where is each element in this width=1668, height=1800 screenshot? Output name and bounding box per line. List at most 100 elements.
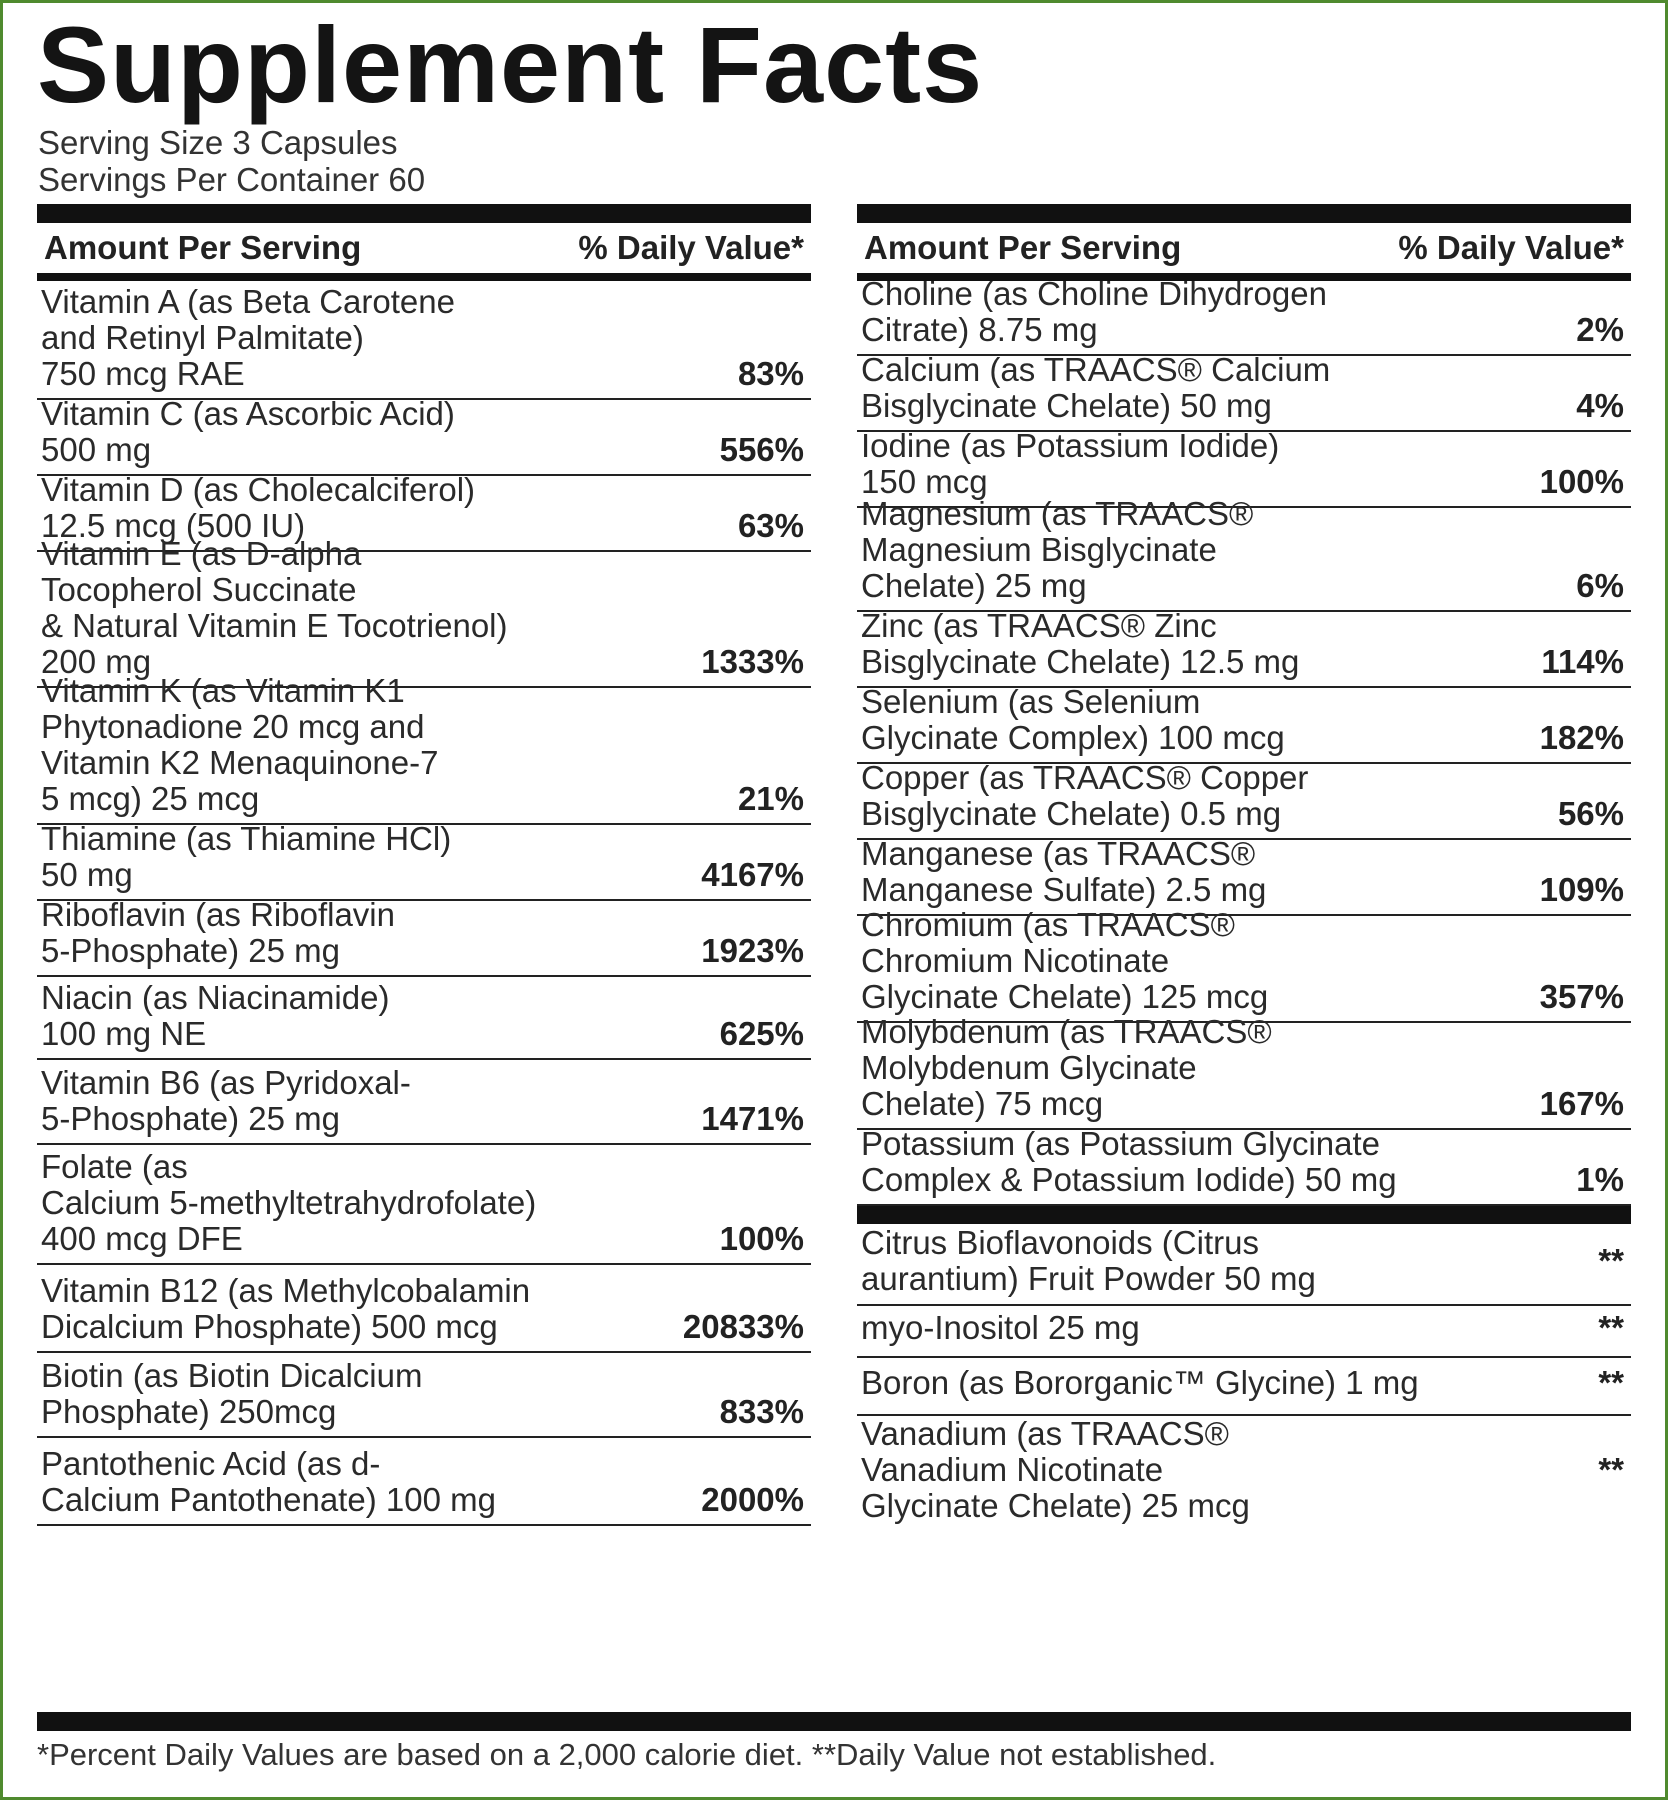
nutrient-row: Vitamin D (as Cholecalciferol) 12.5 mcg … xyxy=(37,472,811,552)
nutrient-row: Niacin (as Niacinamide) 100 mg NE 625% xyxy=(37,977,811,1060)
nutrient-name: Potassium (as Potassium Glycinate Comple… xyxy=(861,1125,1397,1198)
nutrient-row: Potassium (as Potassium Glycinate Comple… xyxy=(857,1126,1631,1206)
nutrient-daily-value: 556% xyxy=(719,431,804,468)
nutrient-daily-value: 1471% xyxy=(701,1100,804,1137)
nutrient-daily-value: 63% xyxy=(737,507,804,544)
column-header: Amount Per Serving % Daily Value* xyxy=(37,223,811,281)
nutrient-name: Choline (as Choline Dihydrogen Citrate) … xyxy=(861,275,1327,348)
footnote: *Percent Daily Values are based on a 2,0… xyxy=(37,1737,1217,1772)
nutrient-row: Vanadium (as TRAACS® Vanadium Nicotinate… xyxy=(857,1416,1631,1530)
column-header: Amount Per Serving % Daily Value* xyxy=(857,223,1631,281)
nutrient-daily-value: 20833% xyxy=(682,1308,804,1345)
nutrient-row: Iodine (as Potassium Iodide) 150 mcg 100% xyxy=(857,428,1631,508)
nutrient-name: Molybdenum (as TRAACS® Molybdenum Glycin… xyxy=(861,1013,1272,1122)
dv-header: % Daily Value* xyxy=(1398,229,1624,266)
nutrient-row: Choline (as Choline Dihydrogen Citrate) … xyxy=(857,276,1631,356)
nutrient-daily-value: 625% xyxy=(719,1015,804,1052)
nutrient-row: Zinc (as TRAACS® Zinc Bisglycinate Chela… xyxy=(857,608,1631,688)
nutrient-daily-value: 6% xyxy=(1576,567,1624,604)
right-column: Amount Per Serving % Daily Value* Cholin… xyxy=(857,204,1631,1530)
nutrient-daily-value: 100% xyxy=(1539,463,1624,500)
nutrient-row: Manganese (as TRAACS® Manganese Sulfate)… xyxy=(857,836,1631,916)
nutrient-name: Copper (as TRAACS® Copper Bisglycinate C… xyxy=(861,759,1309,832)
nutrient-daily-value: 4% xyxy=(1576,387,1624,424)
nutrient-name: Boron (as Bororganic™ Glycine) 1 mg xyxy=(861,1364,1419,1401)
nutrient-row: Riboflavin (as Riboflavin 5-Phosphate) 2… xyxy=(37,897,811,977)
nutrient-name: Calcium (as TRAACS® Calcium Bisglycinate… xyxy=(861,351,1331,424)
nutrient-row: Vitamin C (as Ascorbic Acid) 500 mg 556% xyxy=(37,396,811,476)
nutrient-name: Magnesium (as TRAACS® Magnesium Bisglyci… xyxy=(861,495,1254,604)
nutrient-name: Folate (as Calcium 5-methyltetrahydrofol… xyxy=(41,1148,537,1257)
nutrient-daily-value: 182% xyxy=(1539,719,1624,756)
nutrient-row: Folate (as Calcium 5-methyltetrahydrofol… xyxy=(37,1145,811,1265)
nutrient-row: Selenium (as Selenium Glycinate Complex)… xyxy=(857,684,1631,764)
dv-header: % Daily Value* xyxy=(578,229,804,266)
nutrient-daily-value: 2000% xyxy=(701,1481,804,1518)
left-column: Amount Per Serving % Daily Value* Vitami… xyxy=(37,204,811,1526)
nutrient-name: Vitamin D (as Cholecalciferol) 12.5 mcg … xyxy=(41,471,476,544)
nutrient-daily-value: 109% xyxy=(1539,871,1624,908)
bottom-rule xyxy=(37,1712,1631,1731)
nutrient-row: Vitamin B6 (as Pyridoxal- 5-Phosphate) 2… xyxy=(37,1060,811,1145)
amount-header: Amount Per Serving xyxy=(864,229,1182,266)
nutrient-daily-value: 357% xyxy=(1539,978,1624,1015)
nutrient-row: Molybdenum (as TRAACS® Molybdenum Glycin… xyxy=(857,1014,1631,1130)
nutrient-daily-value: ** xyxy=(1598,1451,1624,1488)
nutrient-name: Selenium (as Selenium Glycinate Complex)… xyxy=(861,683,1285,756)
nutrient-daily-value: 1333% xyxy=(701,643,804,680)
nutrient-name: Vitamin A (as Beta Carotene and Retinyl … xyxy=(41,283,455,392)
top-rule xyxy=(37,204,811,223)
nutrient-daily-value: 100% xyxy=(719,1220,804,1257)
nutrient-name: Vitamin K (as Vitamin K1 Phytonadione 20… xyxy=(41,672,439,817)
nutrient-row: Copper (as TRAACS® Copper Bisglycinate C… xyxy=(857,760,1631,840)
nutrient-name: Niacin (as Niacinamide) 100 mg NE xyxy=(41,979,390,1052)
nutrient-daily-value: 4167% xyxy=(701,856,804,893)
section-rule xyxy=(857,1206,1631,1224)
nutrient-row: Calcium (as TRAACS® Calcium Bisglycinate… xyxy=(857,352,1631,432)
nutrient-name: Manganese (as TRAACS® Manganese Sulfate)… xyxy=(861,835,1267,908)
amount-header: Amount Per Serving xyxy=(44,229,362,266)
nutrient-daily-value: ** xyxy=(1598,1364,1624,1401)
nutrient-name: Vanadium (as TRAACS® Vanadium Nicotinate… xyxy=(861,1415,1250,1524)
nutrient-name: Vitamin B6 (as Pyridoxal- 5-Phosphate) 2… xyxy=(41,1064,411,1137)
nutrient-daily-value: 21% xyxy=(737,780,804,817)
nutrient-name: Riboflavin (as Riboflavin 5-Phosphate) 2… xyxy=(41,896,395,969)
nutrient-name: Biotin (as Biotin Dicalcium Phosphate) 2… xyxy=(41,1357,423,1430)
nutrient-row: Biotin (as Biotin Dicalcium Phosphate) 2… xyxy=(37,1353,811,1438)
servings-per-container: Servings Per Container 60 xyxy=(38,161,426,198)
nutrient-daily-value: 56% xyxy=(1557,795,1624,832)
nutrient-row: Chromium (as TRAACS® Chromium Nicotinate… xyxy=(857,907,1631,1023)
nutrient-name: Chromium (as TRAACS® Chromium Nicotinate… xyxy=(861,906,1269,1015)
nutrient-daily-value: 2% xyxy=(1576,311,1624,348)
nutrient-row: Magnesium (as TRAACS® Magnesium Bisglyci… xyxy=(857,496,1631,612)
nutrient-name: Pantothenic Acid (as d- Calcium Pantothe… xyxy=(41,1445,496,1518)
nutrient-name: Vitamin B12 (as Methylcobalamin Dicalciu… xyxy=(41,1272,531,1345)
nutrient-name: Thiamine (as Thiamine HCl) 50 mg xyxy=(41,820,452,893)
nutrient-daily-value: 114% xyxy=(1541,643,1624,680)
serving-size: Serving Size 3 Capsules xyxy=(38,124,398,161)
nutrient-name: Vitamin E (as D-alpha Tocopherol Succina… xyxy=(41,535,508,680)
nutrient-daily-value: 167% xyxy=(1539,1085,1624,1122)
nutrient-daily-value: ** xyxy=(1598,1242,1624,1279)
nutrient-row: Vitamin A (as Beta Carotene and Retinyl … xyxy=(37,281,811,400)
nutrient-daily-value: 83% xyxy=(737,355,804,392)
nutrient-daily-value: 1923% xyxy=(701,932,804,969)
serving-info: Serving Size 3 Capsules Servings Per Con… xyxy=(38,124,425,198)
nutrient-name: myo-Inositol 25 mg xyxy=(861,1309,1140,1346)
nutrient-row: Pantothenic Acid (as d- Calcium Pantothe… xyxy=(37,1438,811,1526)
nutrient-row: Vitamin B12 (as Methylcobalamin Dicalciu… xyxy=(37,1265,811,1353)
nutrient-name: Citrus Bioflavonoids (Citrus aurantium) … xyxy=(861,1224,1316,1297)
nutrient-name: Zinc (as TRAACS® Zinc Bisglycinate Chela… xyxy=(861,607,1300,680)
top-rule xyxy=(857,204,1631,223)
nutrient-row: Thiamine (as Thiamine HCl) 50 mg 4167% xyxy=(37,821,811,901)
nutrient-row: Vitamin K (as Vitamin K1 Phytonadione 20… xyxy=(37,673,811,825)
label-title: Supplement Facts xyxy=(37,4,984,125)
nutrient-daily-value: 1% xyxy=(1576,1161,1624,1198)
nutrient-row: Vitamin E (as D-alpha Tocopherol Succina… xyxy=(37,536,811,688)
nutrient-row: myo-Inositol 25 mg ** xyxy=(857,1306,1631,1358)
nutrient-row: Boron (as Bororganic™ Glycine) 1 mg ** xyxy=(857,1358,1631,1416)
nutrient-name: Iodine (as Potassium Iodide) 150 mcg xyxy=(861,427,1280,500)
nutrient-daily-value: ** xyxy=(1598,1309,1624,1346)
nutrient-daily-value: 833% xyxy=(719,1393,804,1430)
